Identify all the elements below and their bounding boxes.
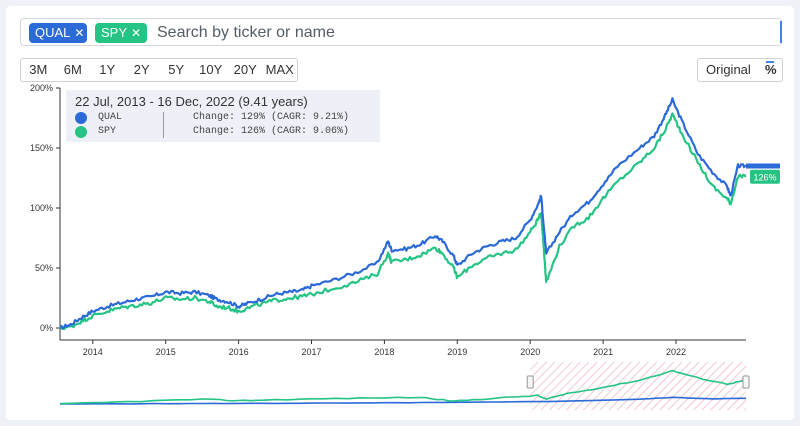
chip-qual[interactable]: QUAL ✕ bbox=[29, 23, 87, 43]
x-tick-label: 2016 bbox=[229, 347, 249, 357]
x-tick-label: 2020 bbox=[520, 347, 540, 357]
range-6m[interactable]: 6M bbox=[63, 62, 82, 77]
legend-qual-name: QUAL bbox=[98, 112, 123, 123]
chip-qual-label: QUAL bbox=[35, 25, 71, 40]
y-tick-label: 150% bbox=[30, 143, 53, 153]
range-1y[interactable]: 1Y bbox=[99, 62, 116, 77]
display-mode-toggle: Original % bbox=[697, 58, 783, 82]
x-tick-label: 2015 bbox=[156, 347, 176, 357]
mode-original-button[interactable]: Original bbox=[706, 62, 751, 77]
navigator-spy-line bbox=[59, 369, 747, 405]
legend-spy-dot bbox=[75, 126, 87, 138]
x-tick-label: 2018 bbox=[374, 347, 394, 357]
legend-separator bbox=[163, 112, 164, 138]
range-2y[interactable]: 2Y bbox=[133, 62, 150, 77]
mode-selected-indicator bbox=[766, 61, 774, 63]
range-max[interactable]: MAX bbox=[265, 62, 294, 77]
search-input[interactable]: Search by ticker or name bbox=[157, 24, 335, 41]
y-tick-label: 200% bbox=[30, 83, 53, 93]
chart-legend: 22 Jul, 2013 - 16 Dec, 2022 (9.41 years)… bbox=[66, 90, 380, 142]
x-tick-label: 2019 bbox=[447, 347, 467, 357]
x-tick-label: 2014 bbox=[83, 347, 103, 357]
y-tick-label: 100% bbox=[30, 203, 53, 213]
y-tick-label: 50% bbox=[35, 263, 53, 273]
chip-spy-label: SPY bbox=[101, 25, 128, 40]
x-tick-label: 2022 bbox=[666, 347, 686, 357]
y-tick-label: 0% bbox=[40, 323, 53, 333]
ticker-search-bar[interactable]: QUAL ✕ SPY ✕ Search by ticker or name bbox=[20, 18, 782, 46]
range-10y[interactable]: 10Y bbox=[199, 62, 223, 77]
spy-end-label-box bbox=[750, 169, 780, 184]
chart-card bbox=[6, 6, 794, 420]
legend-spy-change: Change: 126% (CAGR: 9.06%) bbox=[193, 126, 350, 137]
range-5y[interactable]: 5Y bbox=[168, 62, 185, 77]
search-focus-indicator bbox=[780, 21, 782, 43]
spy-end-label: 126% bbox=[753, 172, 776, 182]
navigator-qual-line bbox=[59, 396, 746, 405]
date-range-label: 22 Jul, 2013 - 16 Dec, 2022 (9.41 years) bbox=[75, 94, 308, 109]
navigator-handle-right[interactable] bbox=[742, 375, 750, 389]
x-tick-label: 2017 bbox=[301, 347, 321, 357]
series-line-spy bbox=[59, 112, 747, 331]
chip-qual-remove-icon[interactable]: ✕ bbox=[74, 26, 85, 40]
legend-spy-name: SPY bbox=[98, 126, 117, 137]
series-line-qual bbox=[59, 97, 747, 330]
range-20y[interactable]: 20Y bbox=[233, 62, 257, 77]
chip-spy[interactable]: SPY ✕ bbox=[95, 23, 147, 43]
x-tick-label: 2021 bbox=[593, 347, 613, 357]
legend-qual-change: Change: 129% (CAGR: 9.21%) bbox=[193, 112, 350, 123]
range-selector: 3M 6M 1Y 2Y 5Y 10Y 20Y MAX bbox=[20, 58, 298, 82]
legend-qual-dot bbox=[75, 112, 87, 124]
navigator-handle-left[interactable] bbox=[526, 375, 534, 389]
navigator-selection bbox=[530, 362, 746, 410]
range-3m[interactable]: 3M bbox=[29, 62, 48, 77]
mode-percent-button[interactable]: % bbox=[765, 62, 777, 77]
chip-spy-remove-icon[interactable]: ✕ bbox=[131, 26, 142, 40]
